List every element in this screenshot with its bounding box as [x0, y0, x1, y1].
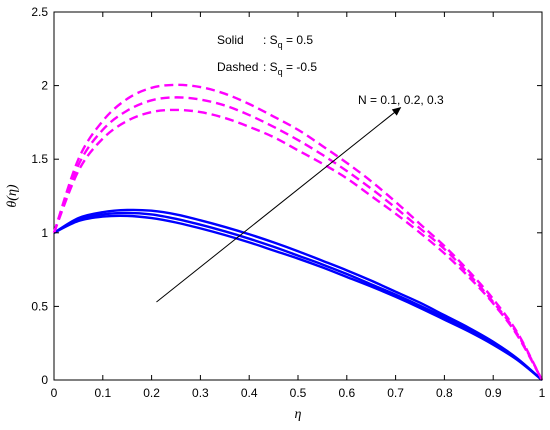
y-tick-label: 2: [41, 79, 48, 93]
y-tick-label: 1: [41, 226, 48, 240]
trend-arrow: [156, 107, 402, 303]
legend-solid-rest: = 0.5: [283, 33, 314, 47]
legend-solid-sub: q: [278, 40, 283, 50]
solid-series-line-1: [53, 214, 543, 381]
dashed-series-line-1: [52, 108, 544, 381]
dashed-series-line-3: [52, 83, 544, 381]
solid-series-line-3: [53, 208, 543, 381]
x-tick-label: 0.7: [387, 386, 404, 400]
y-tick-label: 0: [41, 373, 48, 387]
legend-solid: Solid : Sq = 0.5: [217, 33, 313, 50]
dashed-series-line-2: [52, 96, 544, 381]
y-axis-label: θ(η): [5, 184, 20, 207]
x-tick-label: 0.8: [436, 386, 453, 400]
legend-dashed-rest: = -0.5: [283, 60, 318, 74]
x-tick-label: 0.3: [192, 386, 209, 400]
solid-series-line-2: [53, 211, 543, 381]
x-tick-label: 0: [51, 386, 58, 400]
legend-dashed: Dashed : Sq = -0.5: [217, 60, 317, 77]
x-axis-label: η: [295, 407, 302, 422]
series-layer: [52, 83, 544, 381]
y-tick-label: 2.5: [31, 5, 48, 19]
y-tick-label: 0.5: [31, 299, 48, 313]
arrow-label: N = 0.1, 0.2, 0.3: [358, 93, 444, 107]
legend-dashed-s: : S: [263, 60, 278, 74]
x-tick-label: 0.2: [143, 386, 160, 400]
y-tick-label: 1.5: [31, 152, 48, 166]
legend-dashed-sub: q: [278, 67, 283, 77]
plot-area: [53, 11, 543, 381]
tick-layer: 0 0.1 0.2 0.3 0.4 0.5 0.6 0.7 0.8 0.9 1 0 0.5 1 1.5 2 2.…: [31, 5, 545, 400]
x-tick-label: 0.9: [485, 386, 502, 400]
x-tick-label: 0.4: [241, 386, 258, 400]
x-tick-label: 0.5: [290, 386, 307, 400]
x-tick-label: 0.6: [338, 386, 355, 400]
legend-solid-label: Solid: [217, 33, 244, 47]
x-tick-label: 0.1: [94, 386, 111, 400]
legend-dashed-label: Dashed: [217, 60, 258, 74]
legend-solid-s: : S: [263, 33, 278, 47]
x-tick-label: 1: [539, 386, 546, 400]
